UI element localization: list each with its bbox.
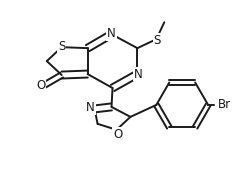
Text: S: S	[154, 34, 161, 47]
Text: S: S	[58, 40, 66, 53]
Text: Br: Br	[218, 98, 231, 111]
Text: N: N	[86, 101, 95, 114]
Text: N: N	[134, 67, 143, 81]
Text: O: O	[36, 80, 45, 92]
Text: O: O	[113, 128, 122, 141]
Text: N: N	[107, 27, 116, 40]
